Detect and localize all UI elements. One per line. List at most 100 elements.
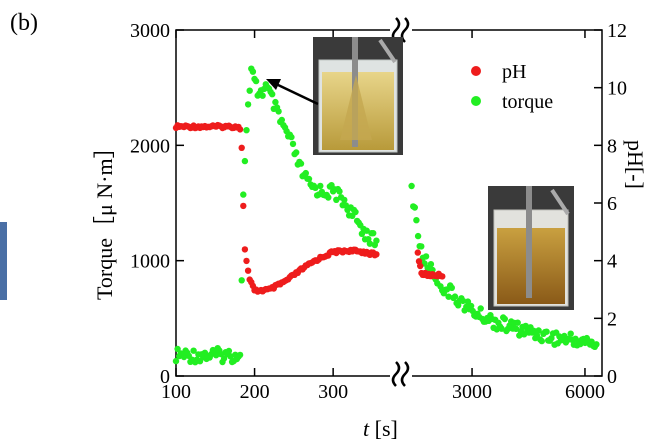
torque-point xyxy=(445,293,452,300)
torque-point xyxy=(336,188,343,195)
torque-point xyxy=(252,77,260,85)
torque-point xyxy=(259,92,266,99)
torque-point xyxy=(174,345,181,353)
torque-point xyxy=(543,328,550,335)
torque-point xyxy=(538,337,545,345)
y-left-tick-label: 3000 xyxy=(130,20,170,42)
y-right-tick-label: 0 xyxy=(607,366,617,388)
legend-ph-label: pH xyxy=(502,61,526,83)
torque-point xyxy=(249,68,257,75)
torque-point xyxy=(413,217,420,224)
torque-point xyxy=(370,230,377,237)
y-axis-right-title: pH[-] xyxy=(623,140,648,189)
torque-point xyxy=(512,325,520,332)
torque-point xyxy=(269,91,276,98)
torque-point xyxy=(172,357,180,365)
torque-point xyxy=(325,194,332,201)
torque-point xyxy=(358,230,366,237)
ph-point xyxy=(439,273,446,280)
torque-point xyxy=(317,182,324,190)
torque-point xyxy=(427,261,435,268)
y-left-tick-label: 2000 xyxy=(130,135,170,157)
torque-point xyxy=(522,322,529,330)
y-right-tick-label: 12 xyxy=(607,20,627,42)
torque-point xyxy=(593,341,600,348)
torque-point xyxy=(227,353,234,360)
torque-point xyxy=(451,293,459,300)
torque-point xyxy=(459,297,467,305)
inset-arrow xyxy=(266,79,319,106)
torque-point xyxy=(448,284,455,291)
torque-point xyxy=(567,330,574,337)
torque-point xyxy=(498,325,505,332)
x-tick-label: 100 xyxy=(161,381,191,403)
torque-point xyxy=(535,327,542,334)
ph-point xyxy=(238,144,245,151)
y-axis-left-title: Torque［μ N·m］ xyxy=(92,136,117,300)
torque-point xyxy=(190,347,197,354)
torque-point xyxy=(212,352,220,359)
torque-point xyxy=(363,227,370,234)
legend: pH torque xyxy=(471,61,553,113)
torque-point xyxy=(366,240,374,247)
ph-point xyxy=(373,251,380,258)
torque-point xyxy=(341,196,348,204)
torque-point xyxy=(288,133,295,141)
x-tick-label: 6000 xyxy=(565,381,605,403)
torque-point xyxy=(272,98,279,106)
x-tick-label: 300 xyxy=(318,381,348,403)
torque-point xyxy=(408,182,415,190)
torque-point xyxy=(411,204,418,211)
y-right-tick-label: 10 xyxy=(607,78,627,100)
x-axis-title-rest: [s] xyxy=(369,416,398,441)
torque-point xyxy=(236,351,244,359)
torque-point xyxy=(278,116,285,124)
torque-point xyxy=(225,347,233,355)
edge-fragment-bar xyxy=(0,222,7,300)
y-right-tick-label: 4 xyxy=(607,251,617,273)
ticks-layer: 0 1000 2000 3000 0 2 4 6 8 10 12 100 200 300 3000 6000 xyxy=(130,20,627,403)
ph-point xyxy=(414,249,421,256)
legend-torque-label: torque xyxy=(502,91,553,113)
inset-photo-beaker-late xyxy=(488,186,574,310)
inset-photo-beaker-early xyxy=(313,37,403,155)
ph-point xyxy=(243,257,250,265)
torque-point xyxy=(514,319,521,326)
torque-point xyxy=(333,196,340,203)
torque-point xyxy=(289,140,297,148)
y-right-tick-label: 2 xyxy=(607,308,617,330)
torque-point xyxy=(501,315,508,323)
x-axis-title: t [s] xyxy=(363,416,398,441)
legend-ph-marker xyxy=(471,66,481,76)
y-right-tick-label: 6 xyxy=(607,193,617,215)
torque-point xyxy=(275,108,282,115)
torque-point xyxy=(418,243,425,250)
y-left-tick-label: 1000 xyxy=(130,251,170,273)
panel-label: (b) xyxy=(10,10,38,36)
torque-point xyxy=(302,169,309,177)
y-left-tick-label: 0 xyxy=(160,366,170,388)
torque-point xyxy=(422,253,430,260)
ph-point xyxy=(236,126,244,133)
torque-point xyxy=(297,160,305,167)
axis-break-bottom xyxy=(390,360,412,392)
ph-point xyxy=(240,202,247,210)
x-tick-label: 3000 xyxy=(452,381,492,403)
torque-point xyxy=(352,208,359,216)
torque-point xyxy=(238,277,245,284)
torque-point xyxy=(414,232,422,240)
torque-point xyxy=(373,237,380,244)
torque-point xyxy=(464,298,472,305)
x-tick-label: 200 xyxy=(240,381,270,403)
torque-point xyxy=(312,184,319,191)
torque-point xyxy=(240,191,247,198)
legend-torque-marker xyxy=(471,96,481,106)
torque-point xyxy=(467,302,475,310)
torque-point xyxy=(243,127,250,134)
torque-point xyxy=(477,305,484,312)
torque-point xyxy=(293,149,300,156)
torque-point xyxy=(246,87,253,94)
torque-point xyxy=(241,157,249,165)
ph-series xyxy=(172,121,446,295)
